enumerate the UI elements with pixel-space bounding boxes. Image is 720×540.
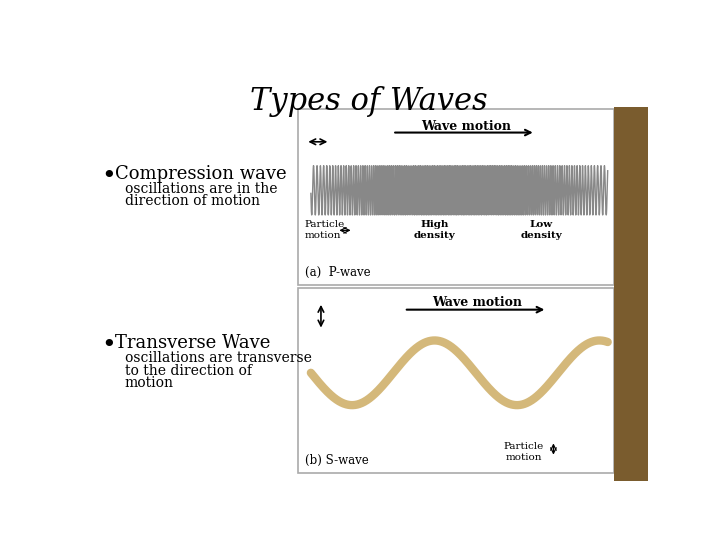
Text: Wave motion: Wave motion (421, 120, 511, 133)
Text: direction of motion: direction of motion (125, 194, 260, 208)
Text: oscillations are transverse: oscillations are transverse (125, 351, 312, 365)
Text: Low
density: Low density (520, 220, 562, 240)
Text: (b) S-wave: (b) S-wave (305, 454, 369, 467)
Text: Particle
motion: Particle motion (504, 442, 544, 462)
Text: Transverse Wave: Transverse Wave (114, 334, 270, 352)
Text: oscillations are in the: oscillations are in the (125, 182, 277, 196)
Text: to the direction of: to the direction of (125, 363, 252, 377)
Text: Particle
motion: Particle motion (305, 220, 345, 240)
Text: Compression wave: Compression wave (114, 165, 287, 183)
Text: •: • (102, 165, 117, 188)
Text: Types of Waves: Types of Waves (250, 86, 488, 117)
Text: motion: motion (125, 376, 174, 390)
FancyBboxPatch shape (614, 107, 648, 481)
FancyBboxPatch shape (297, 110, 614, 285)
Text: High
density: High density (414, 220, 456, 240)
Text: Wave motion: Wave motion (433, 296, 523, 309)
Text: •: • (102, 334, 117, 357)
Text: (a)  P-wave: (a) P-wave (305, 266, 371, 279)
FancyBboxPatch shape (297, 288, 614, 473)
